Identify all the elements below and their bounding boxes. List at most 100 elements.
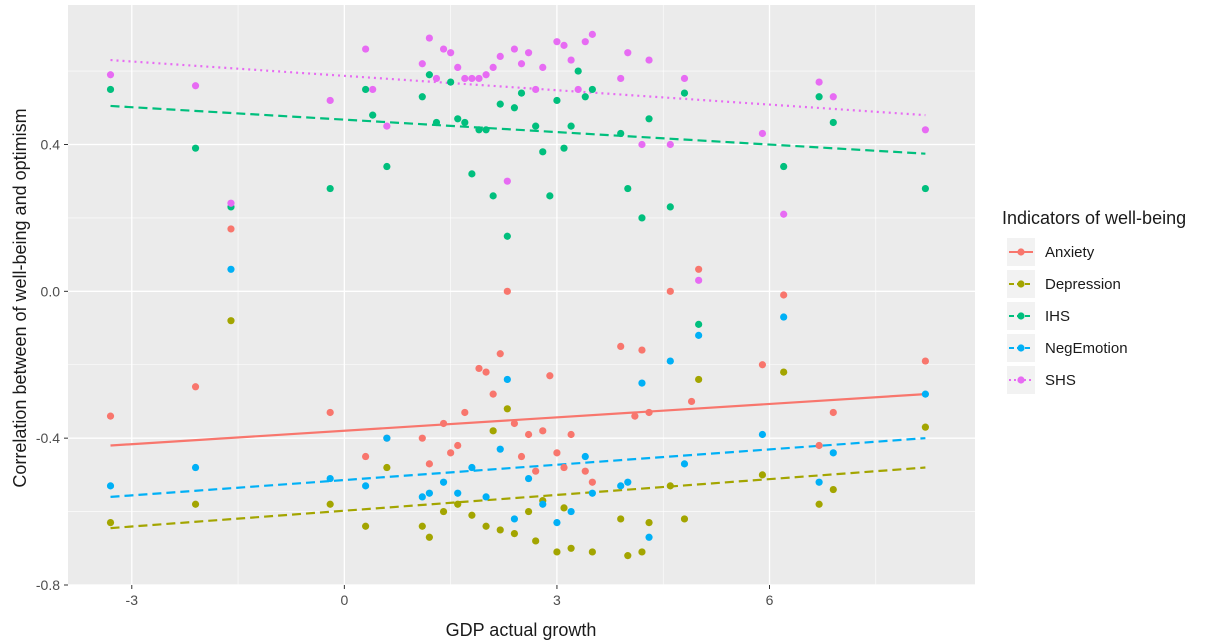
point-negemotion [780, 313, 788, 321]
point-ihs [106, 85, 115, 94]
point-depression [588, 548, 596, 556]
point-shs [815, 78, 823, 86]
trend-lines [110, 58, 926, 530]
point-negemotion [617, 482, 625, 490]
point-shs [524, 49, 533, 57]
point-depression [815, 500, 823, 508]
point-ihs [921, 184, 929, 193]
point-shs [227, 199, 235, 207]
point-anxiety [617, 342, 625, 350]
point-anxiety [503, 287, 511, 295]
point-anxiety [581, 467, 589, 475]
point-anxiety [567, 430, 575, 439]
point-anxiety [758, 361, 767, 369]
point-ihs [532, 122, 540, 130]
point-shs [829, 93, 837, 101]
point-anxiety [439, 419, 448, 428]
point-shs [362, 45, 370, 53]
point-shs [680, 74, 689, 83]
legend-key-point-ihs [1017, 312, 1025, 320]
point-negemotion [666, 357, 674, 365]
point-shs [645, 56, 653, 64]
point-ihs [418, 93, 426, 101]
point-shs [191, 82, 200, 90]
point-negemotion [454, 489, 462, 497]
x-tick-label: 6 [766, 592, 774, 608]
point-ihs [680, 89, 689, 97]
point-depression [666, 482, 674, 490]
point-negemotion [624, 478, 632, 486]
point-ihs [482, 126, 490, 134]
legend-label-shs: SHS [1045, 372, 1076, 389]
point-anxiety [489, 390, 497, 398]
legend-label-depression: Depression [1045, 276, 1121, 293]
point-anxiety [631, 412, 639, 420]
point-anxiety [326, 408, 334, 417]
point-ihs [829, 118, 837, 127]
point-ihs [461, 118, 469, 127]
point-negemotion [418, 493, 426, 501]
point-ihs [510, 104, 519, 112]
point-depression [362, 522, 370, 530]
point-negemotion [482, 493, 490, 501]
point-anxiety [539, 427, 547, 435]
legend: Indicators of well-being Anxiety Depressi… [1002, 208, 1186, 394]
axis-ticks: -3 0 3 6 -0.8 -0.4 0.0 0.4 [36, 136, 774, 608]
point-anxiety [666, 287, 674, 295]
point-anxiety [191, 383, 200, 391]
point-ihs [425, 71, 433, 79]
point-negemotion [425, 489, 433, 497]
point-shs [383, 122, 391, 130]
point-shs [432, 74, 441, 83]
point-negemotion [695, 331, 703, 339]
point-depression [468, 511, 476, 519]
point-ihs [645, 115, 653, 123]
data-points [106, 30, 929, 560]
point-shs [425, 34, 433, 42]
point-ihs [574, 67, 582, 75]
point-depression [921, 423, 929, 431]
point-depression [758, 471, 767, 479]
point-depression [617, 515, 625, 523]
point-depression [524, 507, 533, 516]
point-shs [588, 30, 596, 38]
point-anxiety [425, 460, 433, 468]
point-ihs [624, 184, 632, 193]
point-negemotion [645, 533, 653, 541]
point-anxiety [524, 430, 533, 439]
y-tick-label: -0.4 [36, 430, 60, 446]
point-ihs [362, 85, 370, 94]
point-negemotion [496, 445, 504, 453]
point-shs [581, 38, 589, 46]
point-anxiety [780, 291, 788, 299]
legend-label-ihs: IHS [1045, 308, 1070, 325]
point-depression [425, 533, 433, 541]
point-depression [227, 317, 235, 325]
point-shs [496, 52, 504, 60]
grid-lines [68, 5, 975, 586]
point-negemotion [921, 390, 929, 398]
point-depression [695, 375, 703, 384]
point-depression [439, 507, 448, 516]
point-shs [921, 126, 929, 134]
legend-key-point-shs [1017, 376, 1025, 384]
point-shs [489, 63, 497, 72]
point-shs [780, 210, 788, 218]
point-depression [829, 485, 837, 494]
legend-title: Indicators of well-being [1002, 208, 1186, 228]
point-ihs [546, 192, 554, 200]
y-axis-title: Correlation between of well-being and op… [10, 108, 30, 487]
point-ihs [539, 148, 547, 156]
point-shs [666, 140, 674, 149]
point-depression [567, 544, 575, 552]
point-ihs [517, 89, 526, 97]
point-negemotion [581, 452, 589, 461]
point-shs [503, 177, 511, 185]
point-anxiety [447, 449, 455, 457]
point-shs [574, 85, 582, 94]
point-ihs [567, 122, 575, 130]
point-shs [106, 71, 115, 79]
point-anxiety [546, 372, 554, 380]
point-shs [418, 60, 426, 68]
